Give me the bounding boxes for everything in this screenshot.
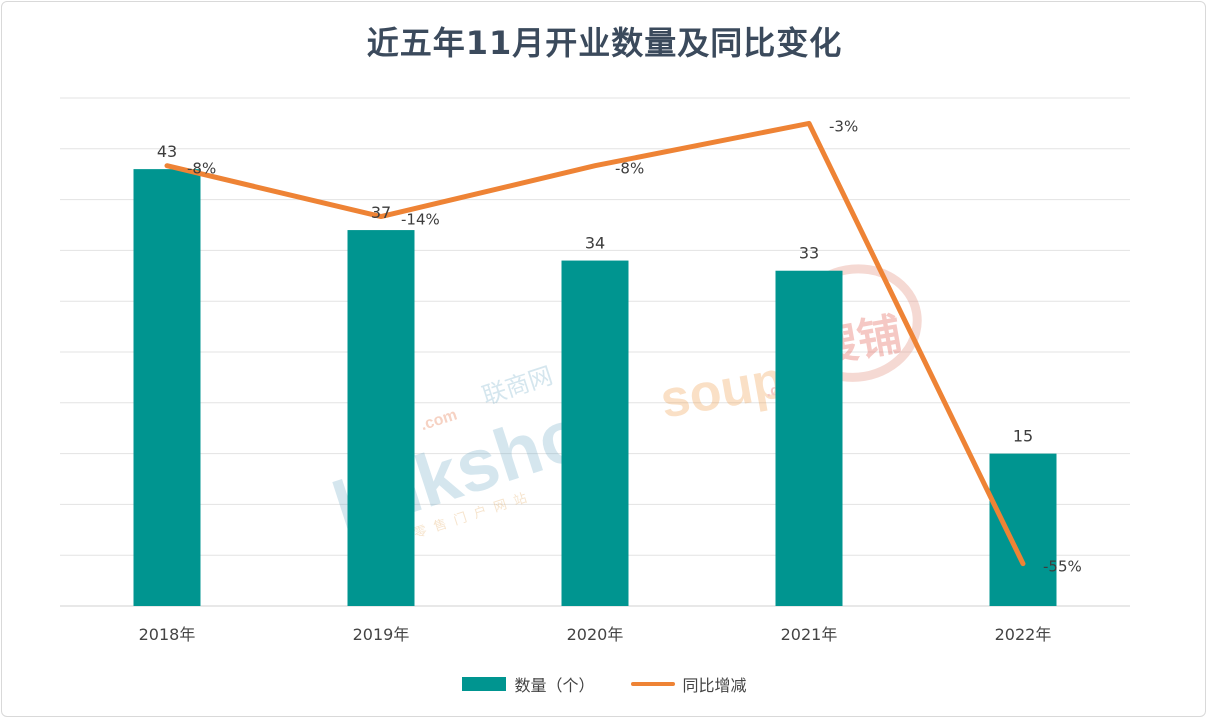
legend-item-bar: 数量（个） [462,672,595,696]
bar [347,230,415,606]
legend-swatch-bar [462,677,507,691]
bar-series [133,169,1057,606]
legend: 数量（个） 同比增减 [0,672,1209,696]
bar-data-label: 15 [1013,427,1033,446]
x-tick-label: 2018年 [139,625,196,644]
bar-data-label: 34 [585,234,605,253]
line-data-label: -8% [187,160,216,178]
chart-title: 近五年11月开业数量及同比变化 [366,24,843,62]
bar-data-label: 33 [799,244,819,263]
bar [989,453,1057,606]
legend-label-line: 同比增减 [682,676,747,695]
bar-data-label: 43 [157,142,177,161]
line-data-label: -14% [401,211,440,229]
x-tick-label: 2022年 [995,625,1052,644]
bar [561,260,629,606]
data-labels: 43 37 34 33 15 -8% -14% -8% -3% -55% [157,117,1082,575]
x-tick-label: 2021年 [781,625,838,644]
x-axis-ticks: 2018年 2019年 2020年 2021年 2022年 [139,625,1052,644]
line-data-label: -3% [829,117,858,135]
bar-data-label: 37 [371,203,391,222]
x-tick-label: 2019年 [353,625,410,644]
line-series [164,120,1026,567]
legend-swatch-line [630,682,675,686]
x-tick-label: 2020年 [567,625,624,644]
bar [133,169,201,606]
line-data-label: -8% [615,160,644,178]
legend-item-line: 同比增减 [630,672,747,696]
bar [775,270,843,606]
line-data-label: -55% [1043,558,1082,576]
legend-label-bar: 数量（个） [514,676,595,695]
